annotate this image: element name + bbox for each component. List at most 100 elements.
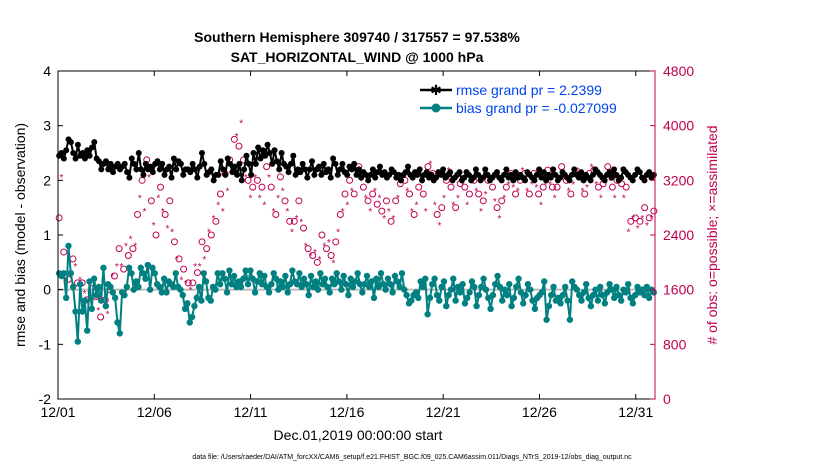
obs-assimilated-point: *: [96, 306, 100, 317]
obs-possible-point: [387, 217, 395, 225]
obs-possible-point: [539, 183, 547, 191]
bias-point: [251, 289, 259, 296]
obs-assimilated-point: *: [391, 214, 395, 225]
bias-point: [613, 283, 620, 291]
obs-assimilated-point: *: [276, 193, 280, 204]
rmse-point: [580, 177, 587, 184]
obs-possible-point: [313, 258, 321, 266]
obs-assimilated-point: *: [202, 255, 206, 266]
data-file-footnote: data file: /Users/raeder/DAI/ATM_forcXX/…: [192, 454, 632, 461]
bias-point: [193, 294, 200, 302]
bias-point: [583, 281, 590, 288]
bias-point: [333, 270, 340, 277]
obs-possible-point: [318, 231, 326, 239]
bias-point: [335, 278, 343, 285]
rmse-point: [540, 169, 547, 176]
y-tick-label: 4: [43, 63, 51, 79]
bias-point: [431, 275, 438, 282]
rmse-point: [149, 169, 156, 176]
rmse-point: [606, 169, 613, 176]
rmse-point: [578, 169, 585, 176]
obs-possible-point: [650, 207, 658, 215]
bias-point: [272, 275, 280, 282]
rmse-point: [543, 177, 550, 184]
bias-point: [555, 294, 562, 302]
bias-point: [310, 283, 317, 291]
obs-assimilated-point: *: [461, 180, 465, 191]
bias-point: [90, 275, 98, 282]
obs-possible-point: [447, 183, 455, 191]
bias-point: [464, 294, 471, 302]
bias-point: [520, 300, 527, 307]
obs-assimilated-point: *: [78, 275, 82, 286]
bias-point: [377, 270, 385, 277]
rmse-point: [636, 169, 643, 176]
obs-possible-point: [627, 217, 635, 225]
obs-assimilated-point: *: [502, 193, 506, 204]
rmse-point: [304, 174, 311, 181]
rmse-point: [510, 177, 517, 184]
bias-point: [461, 300, 469, 307]
bias-point: [361, 281, 368, 288]
bias-point: [261, 272, 268, 280]
bias-point: [328, 275, 336, 282]
series-layer: [55, 136, 658, 345]
bias-point: [128, 270, 135, 277]
obs-possible-point: [419, 190, 427, 198]
bias-point: [398, 270, 406, 277]
obs-possible-point: [525, 190, 533, 198]
obs-assimilated-point: *: [327, 238, 331, 249]
bias-point: [440, 278, 448, 285]
rmse-point: [70, 150, 77, 156]
rmse-point: [58, 150, 65, 156]
rmse-point: [227, 160, 234, 167]
bias-point: [172, 270, 179, 277]
legend-bias-marker: [431, 103, 441, 113]
bias-point: [275, 286, 282, 293]
obs-possible-point: [392, 197, 400, 205]
obs-possible-point: [332, 238, 340, 246]
obs-possible-point: [198, 238, 206, 246]
obs-assimilated-point: *: [355, 173, 359, 184]
x-tick-label: 12/31: [618, 404, 653, 420]
obs-assimilated-point: *: [235, 132, 239, 143]
rmse-point: [419, 177, 426, 184]
obs-assimilated-point: *: [318, 255, 322, 266]
rmse-point: [299, 160, 306, 167]
bias-point: [524, 281, 532, 288]
obs-possible-point: [452, 204, 460, 212]
rmse-point: [503, 166, 510, 173]
obs-assimilated-point: *: [110, 272, 114, 283]
bias-point: [60, 270, 68, 277]
rmse-point: [456, 169, 463, 176]
bias-point: [401, 286, 408, 293]
obs-assimilated-point: *: [511, 183, 515, 194]
obs-possible-point: [645, 214, 653, 222]
legend: ✱ rmse grand pr = 2.2399 bias grand pr =…: [420, 82, 617, 116]
bias-point: [312, 278, 319, 285]
bias-point: [391, 272, 399, 280]
bias-point: [515, 275, 522, 282]
obs-possible-point: [193, 269, 201, 277]
rmse-point: [98, 166, 105, 173]
rmse-point: [285, 169, 292, 176]
obs-assimilated-point: *: [331, 258, 335, 269]
bias-point: [324, 283, 331, 291]
obs-assimilated-point: *: [567, 187, 571, 198]
obs-assimilated-point: *: [364, 193, 368, 204]
rmse-point: [257, 155, 264, 162]
bias-point: [603, 289, 611, 296]
obs-assimilated-point: *: [516, 187, 520, 198]
bias-point: [501, 286, 508, 293]
rmse-point: [409, 174, 416, 181]
rmse-point: [63, 147, 70, 154]
obs-possible-point: [304, 245, 312, 253]
bias-point: [473, 302, 480, 310]
bias-point: [170, 283, 177, 291]
bias-point: [471, 283, 478, 291]
bias-point: [510, 294, 518, 302]
bias-point: [429, 281, 436, 288]
obs-assimilated-point: *: [382, 214, 386, 225]
bias-point: [111, 294, 119, 302]
